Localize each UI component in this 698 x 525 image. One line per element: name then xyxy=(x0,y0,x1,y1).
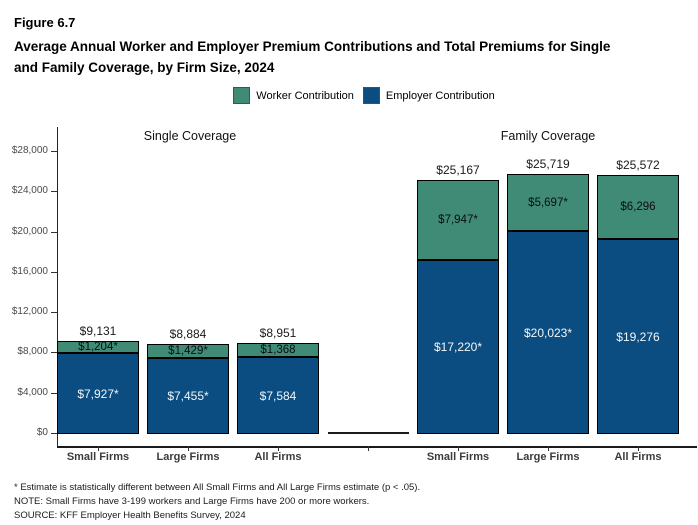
worker-swatch-icon xyxy=(233,87,251,104)
footnote-significance: * Estimate is statistically different be… xyxy=(14,482,421,493)
worker-value-label: $1,368 xyxy=(260,344,296,356)
legend-label-worker: Worker Contribution xyxy=(256,89,354,102)
bar-total-label: $25,572 xyxy=(616,158,660,172)
bar-segment-employer: $7,927* xyxy=(57,353,139,434)
legend-item-worker: Worker Contribution xyxy=(233,87,354,104)
bar-segment-employer: $20,023* xyxy=(507,231,589,434)
y-axis-line xyxy=(57,127,58,446)
bar-total-label: $8,951 xyxy=(259,326,297,340)
x-axis-tick xyxy=(188,446,189,451)
x-axis-category-label: Large Firms xyxy=(516,451,580,463)
employer-value-label: $7,927* xyxy=(77,386,119,401)
worker-value-label: $1,204* xyxy=(78,341,118,353)
x-axis-line xyxy=(57,446,697,448)
bar-segment-worker: $7,947* xyxy=(417,180,499,260)
bar-segment-worker: $1,368 xyxy=(237,343,319,357)
chart-title: Average Annual Worker and Employer Premi… xyxy=(14,36,674,78)
x-axis-category-label: Small Firms xyxy=(426,451,490,463)
panel-title-family: Family Coverage xyxy=(500,129,596,143)
x-axis-category-label: All Firms xyxy=(254,451,302,463)
bar-segment-worker: $5,697* xyxy=(507,174,589,231)
footnotes: * Estimate is statistically different be… xyxy=(14,481,684,523)
y-axis-tick-label: $12,000 xyxy=(11,306,48,317)
worker-value-label: $7,947* xyxy=(438,214,478,226)
x-axis-tick xyxy=(458,446,459,451)
x-axis-tick xyxy=(368,446,369,451)
y-axis-tick xyxy=(51,393,57,394)
bar-total-label: $9,131 xyxy=(79,324,117,338)
bar-segment-employer: $7,455* xyxy=(147,358,229,434)
employer-value-label: $7,584 xyxy=(259,388,297,403)
x-axis-tick xyxy=(278,446,279,451)
figure-label: Figure 6.7 xyxy=(14,15,76,30)
spacer-zero-baseline xyxy=(327,432,409,434)
x-axis-tick xyxy=(548,446,549,451)
footnote-note: NOTE: Small Firms have 3-199 workers and… xyxy=(14,496,370,507)
employer-value-label: $19,276 xyxy=(616,329,660,344)
legend-label-employer: Employer Contribution xyxy=(385,89,495,102)
employer-swatch-icon xyxy=(362,87,380,104)
y-axis-tick-label: $8,000 xyxy=(17,346,48,357)
y-axis-tick-label: $0 xyxy=(36,427,48,438)
x-axis-tick xyxy=(98,446,99,451)
worker-value-label: $1,429* xyxy=(168,345,208,357)
y-axis-tick-label: $16,000 xyxy=(11,266,48,277)
x-axis-tick xyxy=(638,446,639,451)
employer-value-label: $17,220* xyxy=(433,340,483,354)
bar-segment-employer: $19,276 xyxy=(597,239,679,434)
worker-value-label: $5,697* xyxy=(528,196,568,209)
chart-title-line2: and Family Coverage, by Firm Size, 2024 xyxy=(14,60,275,75)
x-axis-category-label: All Firms xyxy=(614,451,662,463)
y-axis-tick xyxy=(51,151,57,152)
y-axis-tick xyxy=(51,232,57,233)
bar-segment-worker: $6,296 xyxy=(597,175,679,239)
employer-value-label: $7,455* xyxy=(167,389,209,403)
bar-total-label: $25,719 xyxy=(526,157,570,171)
y-axis-tick xyxy=(51,433,57,434)
legend: Worker Contribution Employer Contributio… xyxy=(15,87,698,104)
y-axis-tick xyxy=(51,312,57,313)
worker-value-label: $6,296 xyxy=(620,201,656,213)
bar-segment-worker: $1,429* xyxy=(147,344,229,358)
bar-total-label: $25,167 xyxy=(436,163,480,177)
x-axis-category-label: Small Firms xyxy=(66,451,130,463)
footnote-source: SOURCE: KFF Employer Health Benefits Sur… xyxy=(14,510,246,521)
bar-segment-employer: $17,220* xyxy=(417,260,499,434)
y-axis-tick-label: $24,000 xyxy=(11,185,48,196)
panel-title-single: Single Coverage xyxy=(143,129,237,143)
bar-segment-worker: $1,204* xyxy=(57,341,139,353)
x-axis-category-label: Large Firms xyxy=(156,451,220,463)
bar-total-label: $8,884 xyxy=(169,327,207,341)
y-axis-tick-label: $20,000 xyxy=(11,226,48,237)
y-axis-tick xyxy=(51,352,57,353)
y-axis-tick xyxy=(51,191,57,192)
y-axis-tick xyxy=(51,272,57,273)
legend-item-employer: Employer Contribution xyxy=(362,87,495,104)
chart-title-line1: Average Annual Worker and Employer Premi… xyxy=(14,39,611,54)
y-axis-tick-label: $4,000 xyxy=(17,387,48,398)
bar-segment-employer: $7,584 xyxy=(237,357,319,434)
y-axis-tick-label: $28,000 xyxy=(11,145,48,156)
employer-value-label: $20,023* xyxy=(523,325,573,340)
